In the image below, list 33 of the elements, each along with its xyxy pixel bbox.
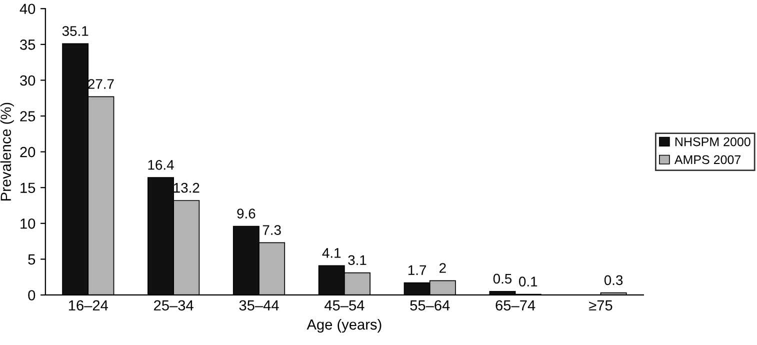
x-tick-label: 65–74 (496, 300, 536, 311)
data-label: 1.7 (408, 265, 426, 275)
y-tick-label: 35 (20, 40, 36, 50)
x-tick-label: 45–54 (324, 300, 364, 311)
x-tick-label: 35–44 (239, 300, 279, 311)
x-tick-label: ≥75 (589, 300, 612, 311)
data-label: 0.5 (493, 274, 512, 284)
y-tick-label: 20 (20, 146, 36, 158)
data-label: 27.7 (88, 79, 114, 89)
data-label: 35.1 (62, 26, 88, 36)
x-tick-label: 16–24 (68, 300, 108, 311)
x-tick-label: 55–64 (410, 300, 450, 311)
data-label: 7.3 (262, 225, 281, 235)
y-axis-title: Prevalence (%) (0, 102, 14, 200)
legend-label: AMPS 2007 (674, 155, 741, 164)
y-tick-label: 30 (20, 75, 36, 86)
data-label: 0.3 (604, 275, 623, 286)
y-tick-label: 15 (20, 182, 36, 194)
data-label: 16.4 (148, 160, 174, 170)
y-tick-label: 25 (20, 111, 36, 122)
y-tick-label: 40 (20, 4, 36, 14)
data-label: 2 (440, 263, 446, 273)
x-tick-label: 25–34 (154, 300, 194, 311)
legend-label: NHSPM 2000 (675, 137, 750, 146)
x-axis-title: Age (years) (306, 318, 382, 333)
y-tick-label: 10 (20, 218, 36, 229)
y-tick-label: 5 (28, 254, 36, 265)
data-label: 3.1 (348, 255, 366, 266)
data-label: 13.2 (174, 182, 200, 193)
data-label: 0.1 (519, 276, 538, 287)
data-label: 4.1 (322, 248, 341, 258)
y-tick-label: 0 (28, 290, 36, 300)
data-label: 9.6 (237, 208, 256, 218)
